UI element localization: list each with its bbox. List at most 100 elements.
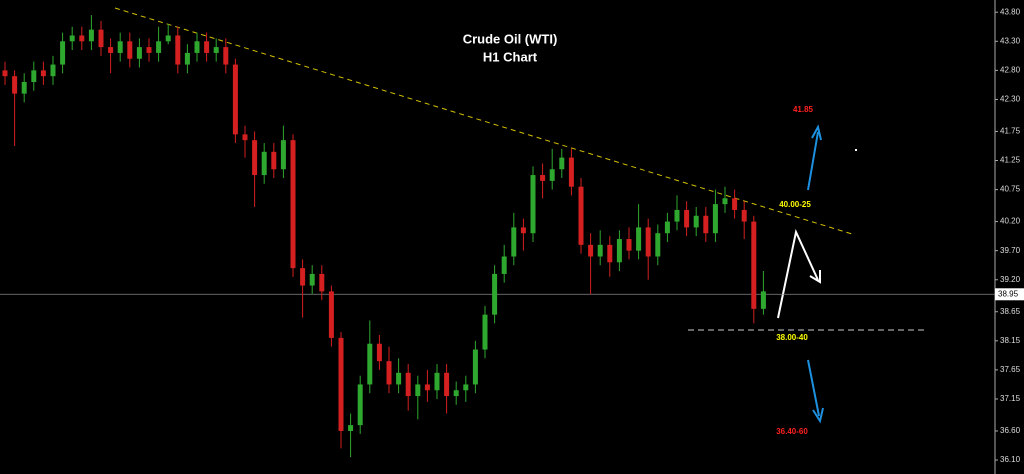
candle-body xyxy=(520,227,526,234)
candle-body xyxy=(607,244,613,263)
y-tick-label: 38.65 xyxy=(1000,307,1021,316)
candle-body xyxy=(156,41,162,53)
candle-body xyxy=(588,244,594,257)
candle-body xyxy=(136,47,142,59)
candle-body xyxy=(655,233,661,257)
candle-body xyxy=(741,209,747,222)
arrows xyxy=(777,124,824,424)
candle-body xyxy=(69,35,75,42)
candle-body xyxy=(415,384,421,397)
y-tick-label: 40.75 xyxy=(1000,185,1021,194)
candle-body xyxy=(348,425,354,431)
candle-body xyxy=(424,384,430,391)
y-tick-label: 39.20 xyxy=(1000,275,1021,284)
candle-body xyxy=(434,372,440,391)
candle-body xyxy=(732,198,738,210)
candle-body xyxy=(146,47,152,53)
candle-body xyxy=(674,209,680,222)
candle-body xyxy=(300,268,306,286)
y-tick-label: 43.80 xyxy=(1000,7,1021,16)
candle-body xyxy=(530,175,536,234)
y-tick-label: 41.75 xyxy=(1000,127,1021,136)
candle-body xyxy=(751,221,757,309)
y-tick-label: 42.80 xyxy=(1000,65,1021,74)
arrow-head xyxy=(809,270,821,284)
dot xyxy=(855,149,857,151)
candle-body xyxy=(175,35,181,65)
candle-body xyxy=(636,227,642,251)
candle-body xyxy=(2,70,8,77)
candle-body xyxy=(511,227,517,257)
candle-body xyxy=(223,47,229,65)
candle-body xyxy=(232,64,238,135)
candle-body xyxy=(98,29,104,48)
arrow-down xyxy=(807,359,820,417)
candle-body xyxy=(127,41,133,59)
candle-body xyxy=(559,157,565,170)
candle-body xyxy=(386,361,392,385)
candle-body xyxy=(501,256,507,274)
y-tick-label: 36.10 xyxy=(1000,455,1021,464)
candle-body xyxy=(578,186,584,245)
candle-body xyxy=(242,134,248,141)
candle-body xyxy=(328,291,334,338)
candle-body xyxy=(472,349,478,385)
candle-body xyxy=(396,372,402,385)
y-tick-label: 41.25 xyxy=(1000,156,1021,165)
candle-body xyxy=(712,204,718,234)
candle-body xyxy=(664,221,670,234)
candle-body xyxy=(703,215,709,234)
candle-body xyxy=(21,82,27,94)
candle-body xyxy=(184,52,190,65)
candle-body xyxy=(444,372,450,397)
candle-body xyxy=(405,372,411,397)
candle-body xyxy=(108,47,114,53)
candle-body xyxy=(549,169,555,181)
candle-body xyxy=(165,35,171,42)
candle-body xyxy=(79,35,85,42)
arrow-head xyxy=(811,124,822,141)
candle-body xyxy=(722,198,728,205)
candle-body xyxy=(626,239,632,251)
candle-body xyxy=(204,41,210,53)
candle-body xyxy=(252,140,258,176)
candle-body xyxy=(568,157,574,187)
candle-body xyxy=(760,291,766,309)
candle-body xyxy=(309,273,315,286)
arrow-path xyxy=(777,228,819,319)
annotation: 41.85 xyxy=(793,105,814,114)
annotation: 40.00-25 xyxy=(779,200,811,209)
candle-body xyxy=(492,273,498,315)
y-tick-label: 37.15 xyxy=(1000,394,1021,403)
candle-body xyxy=(693,215,699,228)
last-price-box xyxy=(995,288,1024,301)
y-tick-label: 37.65 xyxy=(1000,365,1021,374)
y-tick-label: 42.30 xyxy=(1000,95,1021,104)
candle-body xyxy=(194,41,200,53)
annotation: 38.00-40 xyxy=(776,333,808,342)
candle-body xyxy=(50,64,56,77)
candle-body xyxy=(31,70,37,83)
candle-body xyxy=(290,140,296,269)
candle-body xyxy=(12,76,18,94)
arrow-up xyxy=(807,131,819,191)
candle-body xyxy=(319,273,325,292)
candle-body xyxy=(597,244,603,257)
trend-line xyxy=(114,7,853,235)
candle-body xyxy=(482,314,488,350)
candle-body xyxy=(88,29,94,42)
y-tick-label: 36.60 xyxy=(1000,426,1021,435)
candle-body xyxy=(376,343,382,362)
chart-title: Crude Oil (WTI) xyxy=(463,31,558,46)
candle-body xyxy=(60,41,66,65)
candle-body xyxy=(684,209,690,228)
last-price-label: 38.95 xyxy=(998,289,1019,298)
candle-body xyxy=(616,239,622,263)
y-tick-label: 43.30 xyxy=(1000,36,1021,45)
candle-body xyxy=(40,70,46,77)
candle-body xyxy=(645,227,651,257)
candle-body xyxy=(357,384,363,426)
chart-subtitle: H1 Chart xyxy=(483,49,538,64)
annotation: 36.40-60 xyxy=(776,427,808,436)
